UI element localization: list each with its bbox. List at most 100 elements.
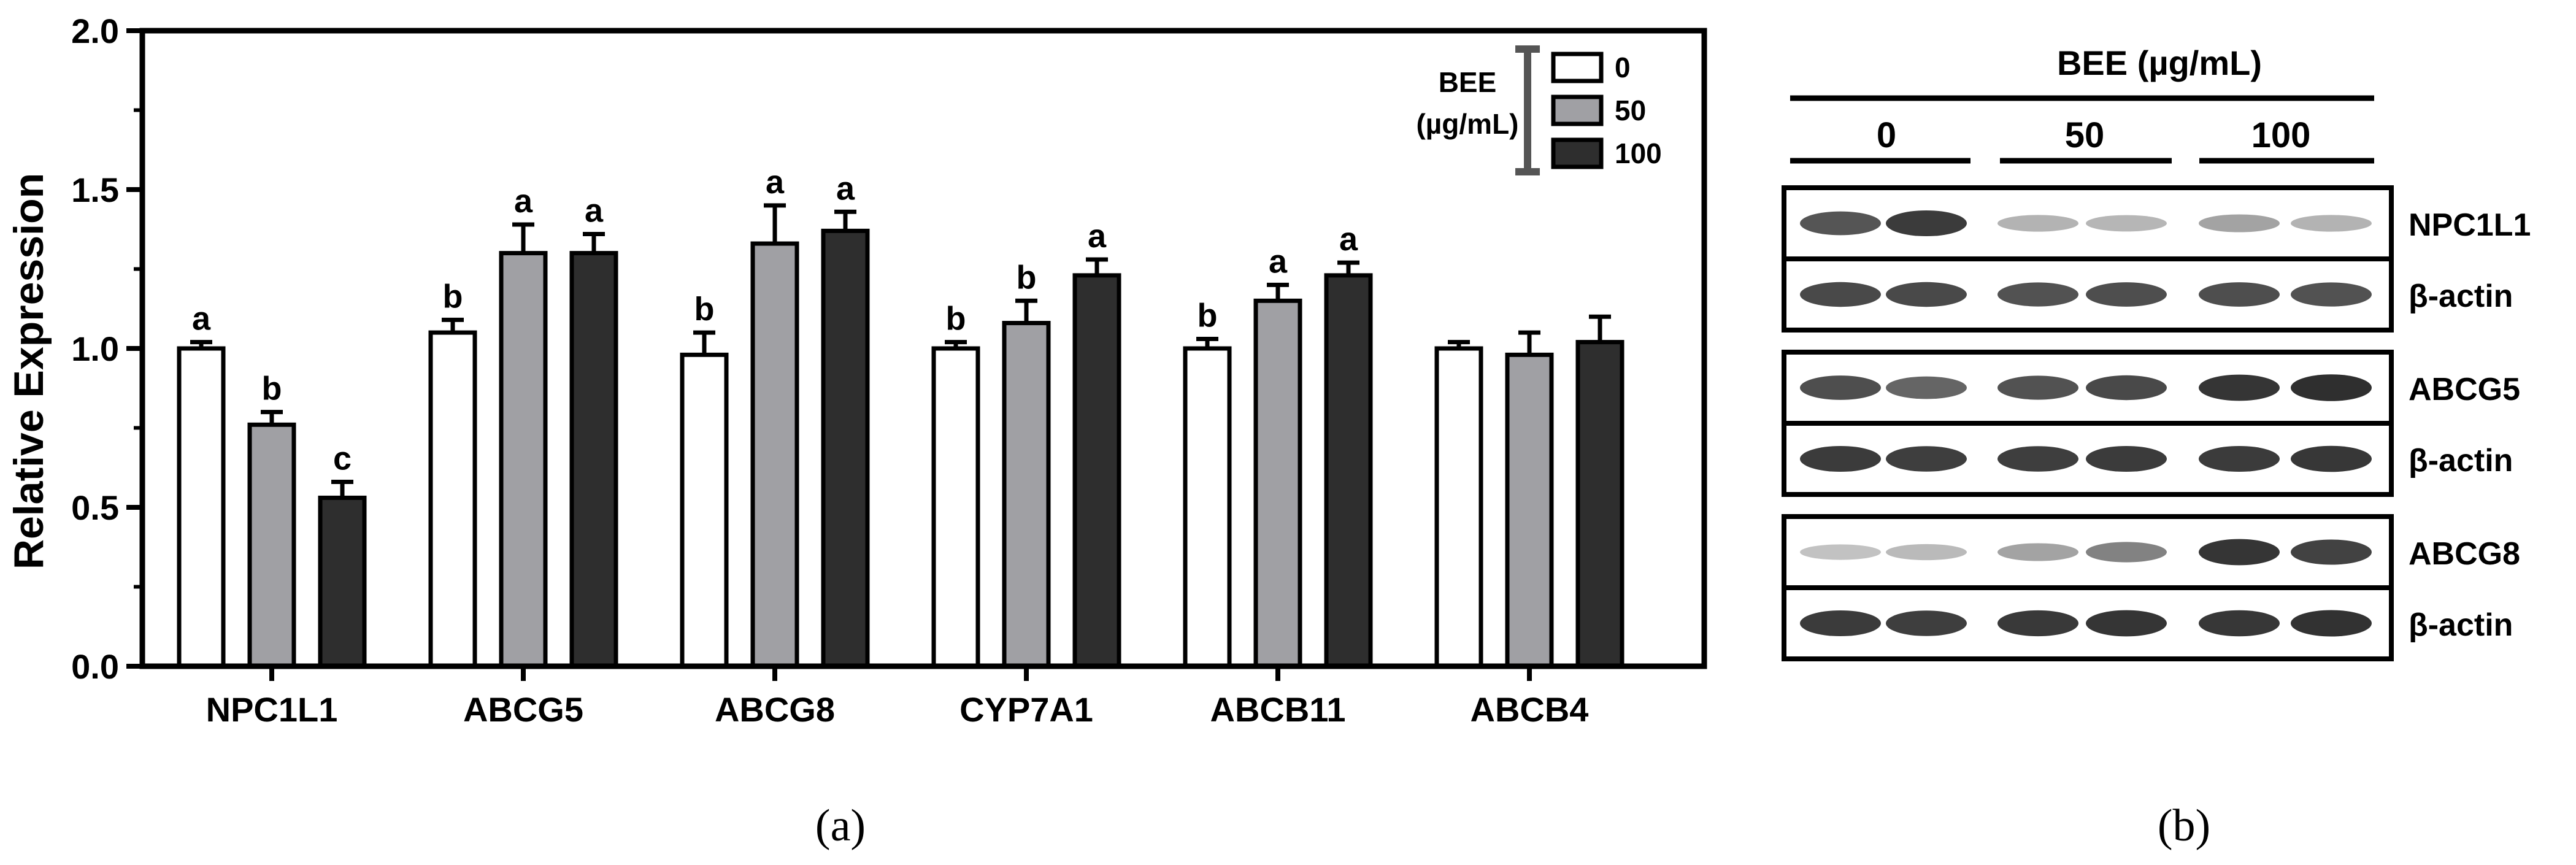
legend-label-0: 0 — [1615, 52, 1631, 83]
blot-row-label: β-actin — [2409, 607, 2513, 643]
y-axis-title: Relative Expression — [6, 173, 52, 569]
blot-band — [1800, 610, 1881, 637]
legend-title-line2: (µg/mL) — [1416, 108, 1518, 140]
blot-band — [2086, 375, 2167, 401]
blot-row-label: β-actin — [2409, 443, 2513, 479]
blot-band — [1886, 376, 1967, 399]
x-category-label: NPC1L1 — [206, 690, 338, 729]
blot-band — [2291, 374, 2372, 401]
blot-band — [1886, 544, 1967, 561]
significance-letter: b — [443, 278, 463, 315]
significance-letter: a — [836, 170, 855, 207]
bar-abcg8-0 — [680, 352, 729, 669]
dose-label-50: 50 — [2065, 115, 2105, 155]
bar-abcb4-50 — [1505, 352, 1554, 669]
blot-band — [2291, 282, 2372, 307]
blot-band — [1997, 446, 2078, 472]
blot-band — [2199, 282, 2280, 307]
y-axis-ticks: 0.0 0.5 1.0 1.5 2.0 — [71, 12, 142, 686]
x-category-label: ABCB4 — [1471, 690, 1589, 729]
blot-band — [1886, 610, 1967, 636]
blot-panel: ABCG5 β-actin — [1782, 350, 2520, 497]
y-tick-label: 1.0 — [71, 329, 119, 368]
y-tick-label: 2.0 — [71, 12, 119, 50]
dose-group-0: 0 — [1790, 115, 1970, 164]
blot-band — [2199, 374, 2280, 401]
y-tick-label: 0.0 — [71, 647, 119, 686]
significance-letter: a — [585, 193, 604, 229]
dose-label-100: 100 — [2251, 115, 2311, 155]
bar-abcg5-100 — [569, 251, 618, 669]
blot-band — [2086, 610, 2167, 637]
blot-band — [2199, 445, 2280, 472]
bar-cyp7a1-50 — [1002, 321, 1051, 669]
bar-cyp7a1-100 — [1072, 273, 1121, 669]
dose-group-100: 100 — [2199, 115, 2374, 164]
legend-swatch-100 — [1551, 137, 1604, 169]
blot-band — [2199, 214, 2280, 233]
blot-band — [1800, 544, 1881, 560]
western-blot: BEE (µg/mL) 0 50 100 NPC1L1 β-actin ABCG5 β… — [1782, 44, 2531, 661]
x-category-label: ABCG5 — [463, 690, 583, 729]
legend-label-50: 50 — [1615, 94, 1646, 126]
bars — [177, 228, 1624, 669]
blot-band — [2291, 445, 2372, 472]
blot-band — [1997, 282, 2078, 307]
bar-npc1l1-50 — [247, 422, 296, 669]
blot-row-label: β-actin — [2409, 279, 2513, 314]
x-category-label: CYP7A1 — [959, 690, 1093, 729]
blot-band — [2086, 282, 2167, 307]
blot-band — [2086, 215, 2167, 232]
significance-letter: b — [946, 301, 966, 337]
blot-band — [1800, 282, 1881, 307]
blot-panels: NPC1L1 β-actin ABCG5 β-actin ABCG8 β-actin — [1782, 185, 2531, 661]
blot-band — [1886, 446, 1967, 472]
caption-a: (a) — [815, 801, 866, 851]
legend-label-100: 100 — [1615, 137, 1662, 169]
dose-group-50: 50 — [2000, 115, 2172, 164]
bar-npc1l1-0 — [177, 346, 226, 669]
significance-letter: a — [1088, 218, 1107, 255]
blot-band — [1997, 375, 2078, 400]
significance-letter: b — [262, 371, 282, 407]
legend-bracket — [1515, 45, 1540, 175]
blot-row-label: NPC1L1 — [2409, 207, 2531, 243]
bar-abcg8-50 — [750, 241, 799, 669]
significance-letter: b — [1017, 259, 1037, 296]
x-axis-categories: NPC1L1 ABCG5 ABCG8 CYP7A1 ABCB11 ABCB4 — [206, 666, 1589, 729]
legend-swatch-50 — [1551, 94, 1604, 126]
bar-cyp7a1-0 — [931, 346, 980, 669]
blot-band — [1997, 543, 2078, 561]
bar-abcg5-0 — [428, 330, 477, 669]
significance-letter: a — [514, 183, 533, 220]
y-tick-label: 0.5 — [71, 488, 119, 527]
legend-swatch-0 — [1551, 52, 1604, 83]
bar-chart: Relative Expression 0.0 0.5 1.0 1.5 2.0 a b c b… — [6, 12, 1707, 729]
blot-panel: NPC1L1 β-actin — [1782, 185, 2531, 333]
blot-band — [1886, 282, 1967, 307]
legend: BEE (µg/mL) 0 50 100 — [1416, 45, 1662, 175]
blot-band — [2291, 539, 2372, 565]
error-bars — [190, 203, 1611, 498]
x-category-label: ABCB11 — [1210, 690, 1346, 729]
blot-band — [2199, 539, 2280, 566]
blot-band — [2291, 610, 2372, 637]
blot-band — [1800, 375, 1881, 400]
blot-band — [1997, 215, 2078, 232]
bar-npc1l1-100 — [318, 495, 367, 669]
blot-band — [1886, 210, 1967, 237]
bar-abcb4-0 — [1434, 346, 1483, 669]
bar-abcb4-100 — [1575, 340, 1624, 669]
bar-abcb11-100 — [1324, 273, 1373, 669]
significance-letter: b — [694, 291, 715, 328]
blot-band — [2199, 610, 2280, 637]
blot-row-label: ABCG5 — [2409, 372, 2520, 407]
significance-letter: a — [1269, 243, 1288, 280]
significance-letters: a b c b a a b a a b b a b a a — [192, 164, 1358, 477]
significance-letter: c — [333, 440, 352, 477]
y-tick-label: 1.5 — [71, 171, 119, 209]
significance-letter: a — [766, 164, 785, 201]
x-category-label: ABCG8 — [715, 690, 835, 729]
blot-header: BEE (µg/mL) — [2057, 44, 2262, 82]
